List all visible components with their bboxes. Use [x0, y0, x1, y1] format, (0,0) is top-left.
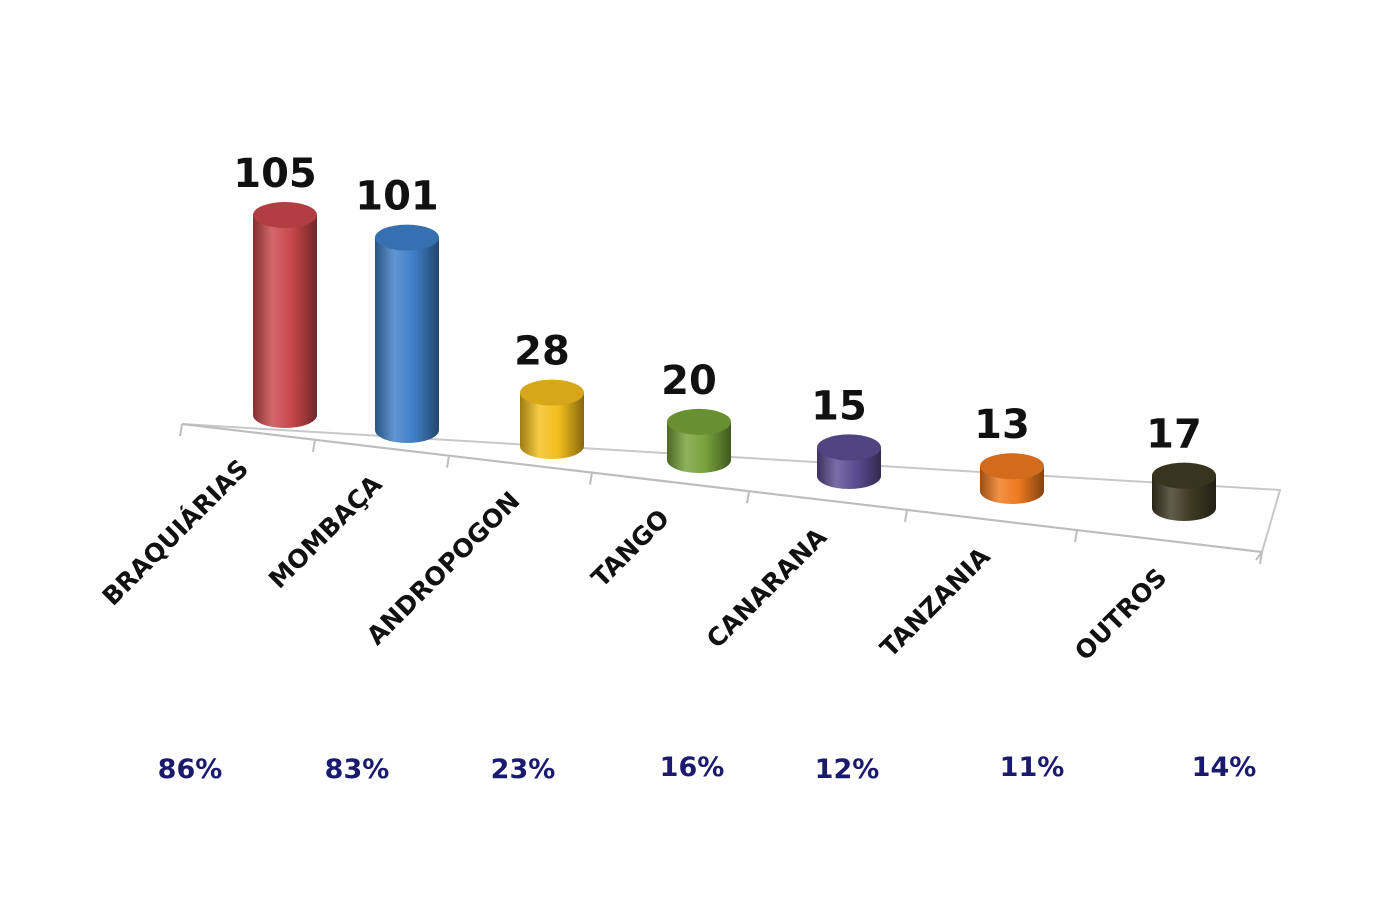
percent-label-mombaca: 83%	[325, 754, 390, 785]
value-label-canarana: 15	[811, 383, 867, 429]
category-label-canarana: CANARANA	[701, 522, 833, 654]
x-axis-tick	[746, 491, 750, 504]
bar-mombaca	[375, 224, 439, 443]
x-axis-tick	[1074, 529, 1078, 543]
bar-side	[375, 237, 439, 443]
category-label-andropogon: ANDROPOGON	[361, 486, 526, 651]
category-label-mombaca: MOMBAÇA	[263, 469, 388, 594]
bar-canarana	[817, 434, 881, 489]
value-label-braquiarias: 105	[233, 151, 317, 197]
x-axis-tick	[1259, 551, 1263, 565]
bar-side	[1152, 475, 1216, 521]
value-label-tanzania: 13	[974, 402, 1030, 448]
bar-top	[253, 202, 317, 228]
bar-andropogon	[520, 379, 584, 459]
x-axis-tick	[179, 423, 183, 437]
category-label-tanzania: TANZANIA	[875, 541, 997, 663]
bar-braquiarias	[253, 202, 317, 428]
value-label-andropogon: 28	[514, 329, 570, 375]
bar-top	[375, 224, 439, 251]
x-axis-tick	[589, 472, 593, 485]
bar-tango	[667, 408, 731, 473]
percent-label-canarana: 12%	[815, 754, 880, 785]
value-label-mombaca: 101	[355, 174, 439, 220]
x-axis-line	[181, 423, 1263, 553]
bar-side	[520, 392, 584, 459]
x-axis-tick	[312, 439, 316, 452]
bar-top	[817, 434, 881, 461]
bar-top	[520, 379, 584, 406]
bar-tanzania	[980, 453, 1044, 504]
bar-top	[1152, 462, 1216, 489]
x-axis-tick	[446, 455, 450, 468]
percent-label-tango: 16%	[660, 752, 725, 783]
value-label-tango: 20	[661, 358, 717, 404]
percent-label-outros: 14%	[1192, 752, 1257, 783]
percent-label-tanzania: 11%	[1000, 752, 1065, 783]
bar-side	[667, 421, 731, 473]
bar-outros	[1152, 462, 1216, 521]
category-label-outros: OUTROS	[1069, 563, 1172, 666]
bar-side	[253, 215, 317, 428]
bar-top	[980, 453, 1044, 480]
bar-top	[667, 408, 731, 435]
percent-label-braquiarias: 86%	[158, 754, 223, 785]
value-labels-group: 105 101 28 20 15 13 17	[233, 151, 1202, 458]
category-label-braquiarias: BRAQUIÁRIAS	[97, 454, 255, 612]
bars-group	[253, 202, 1216, 521]
percent-labels-group: 86% 83% 23% 16% 12% 11% 14%	[158, 752, 1257, 785]
percent-label-andropogon: 23%	[491, 754, 556, 785]
value-label-outros: 17	[1146, 412, 1202, 458]
category-label-tango: TANGO	[586, 504, 675, 593]
x-axis-tick	[904, 509, 908, 523]
